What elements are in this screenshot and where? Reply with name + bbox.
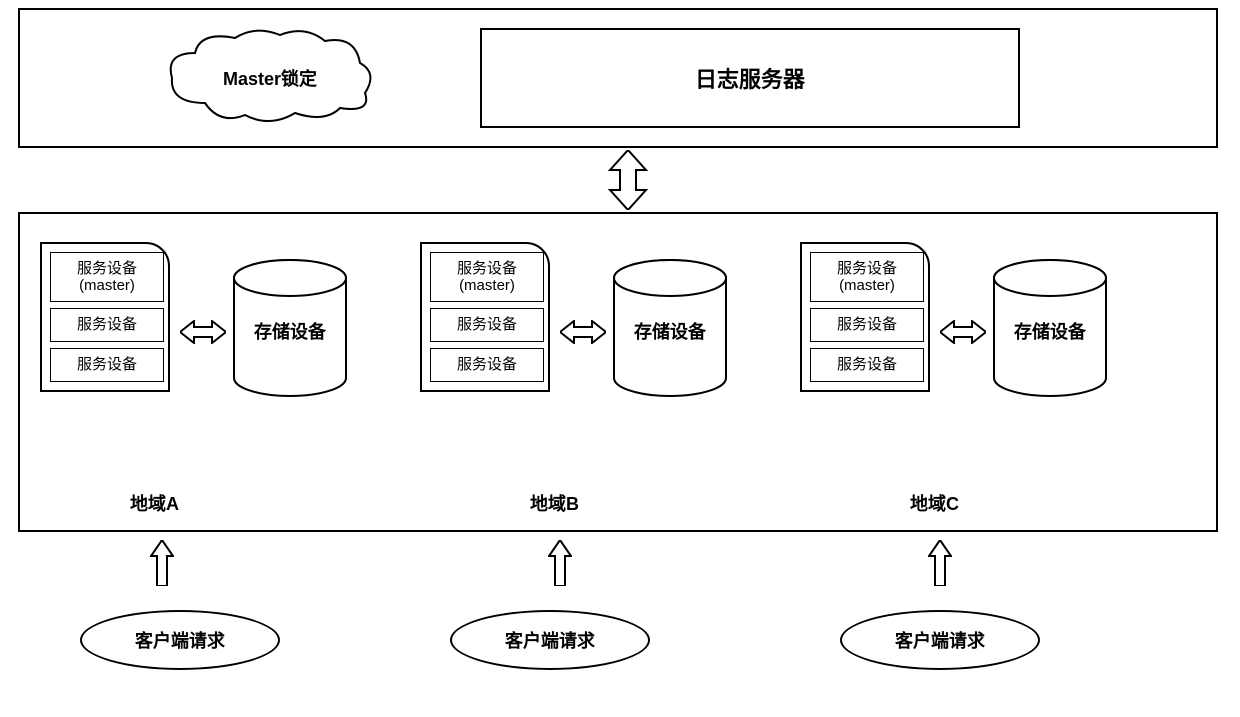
client-request-a: 客户端请求 — [80, 610, 280, 670]
server-group-c: 服务设备 (master) 服务设备 服务设备 — [800, 242, 930, 392]
client-label-a: 客户端请求 — [135, 627, 225, 653]
client-arrow-a-icon — [150, 540, 174, 586]
server-master-c: 服务设备 (master) — [810, 252, 924, 302]
server-node-a1: 服务设备 — [50, 308, 164, 342]
storage-c: 存储设备 — [990, 258, 1110, 398]
server-node-c2: 服务设备 — [810, 348, 924, 382]
client-arrow-c-icon — [928, 540, 952, 586]
server-node-b1: 服务设备 — [430, 308, 544, 342]
region-label-a: 地域A — [130, 490, 179, 516]
server-node-a2: 服务设备 — [50, 348, 164, 382]
storage-label-b: 存储设备 — [610, 318, 730, 344]
top-panel: Master锁定 日志服务器 — [18, 8, 1218, 148]
client-label-b: 客户端请求 — [505, 627, 595, 653]
bidir-arrow-b-icon — [560, 320, 606, 344]
master-lock-label: Master锁定 — [223, 65, 317, 91]
bidir-arrow-a-icon — [180, 320, 226, 344]
master-lock-cloud: Master锁定 — [160, 23, 380, 133]
server-master-b: 服务设备 (master) — [430, 252, 544, 302]
server-node-b2: 服务设备 — [430, 348, 544, 382]
region-label-b: 地域B — [530, 490, 579, 516]
server-group-a: 服务设备 (master) 服务设备 服务设备 — [40, 242, 170, 392]
bidir-arrow-c-icon — [940, 320, 986, 344]
server-group-b: 服务设备 (master) 服务设备 服务设备 — [420, 242, 550, 392]
log-server-label: 日志服务器 — [695, 62, 805, 94]
client-request-b: 客户端请求 — [450, 610, 650, 670]
storage-a: 存储设备 — [230, 258, 350, 398]
client-request-c: 客户端请求 — [840, 610, 1040, 670]
server-master-a: 服务设备 (master) — [50, 252, 164, 302]
region-label-c: 地域C — [910, 490, 959, 516]
storage-label-a: 存储设备 — [230, 318, 350, 344]
client-label-c: 客户端请求 — [895, 627, 985, 653]
log-server-box: 日志服务器 — [480, 28, 1020, 128]
storage-label-c: 存储设备 — [990, 318, 1110, 344]
storage-b: 存储设备 — [610, 258, 730, 398]
client-arrow-b-icon — [548, 540, 572, 586]
connector-top-mid-arrow-icon — [608, 150, 648, 210]
server-node-c1: 服务设备 — [810, 308, 924, 342]
